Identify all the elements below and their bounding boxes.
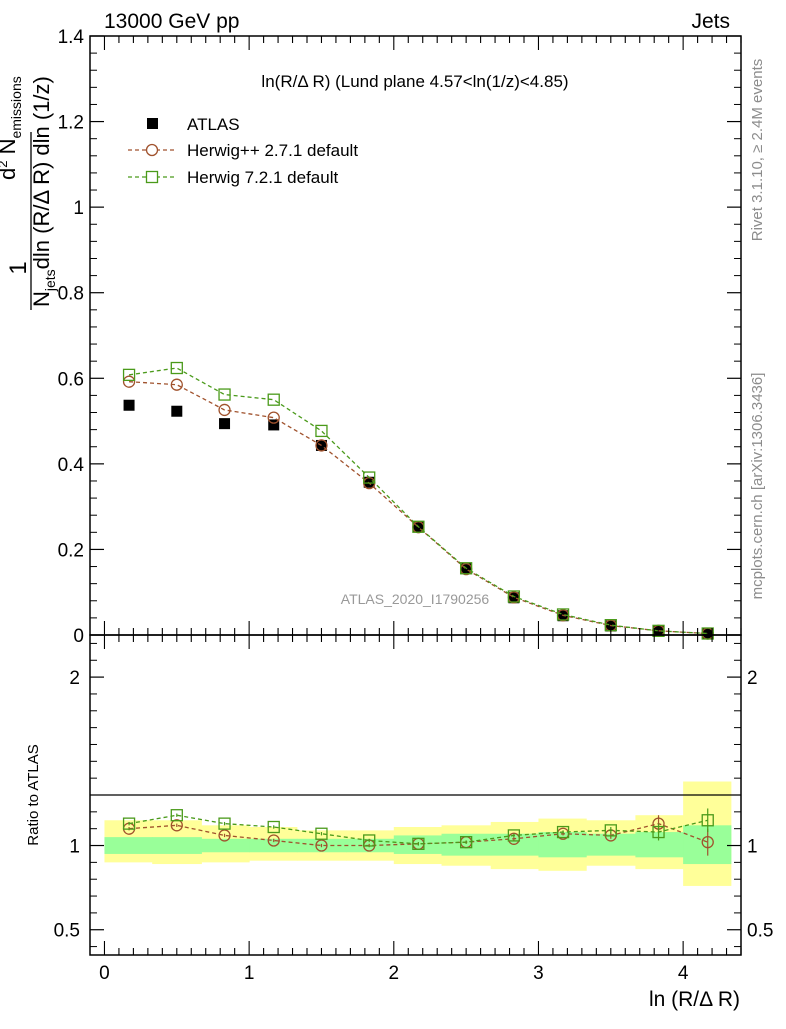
herwig7-point — [507, 590, 521, 603]
atlas-point — [508, 592, 520, 604]
herwigpp-point — [170, 378, 183, 391]
ratio-x-tick-label: 4 — [678, 963, 689, 984]
atlas-point — [363, 476, 375, 488]
analysis-watermark: ATLAS_2020_I1790256 — [341, 591, 490, 607]
ratio-band-inner — [201, 838, 250, 853]
herwigpp-point — [218, 403, 231, 417]
herwigpp-point — [122, 375, 136, 388]
x-axis-label: ln (R/Δ R) — [649, 988, 740, 1011]
legend-marker-atlas — [147, 118, 158, 129]
ratio-herwig7-point — [556, 825, 570, 839]
ratio-herwigpp-point — [315, 839, 328, 852]
main-y-tick-label: 1 — [73, 198, 84, 219]
legend-marker-herwigpp — [145, 143, 159, 157]
ratio-band-inner — [104, 837, 153, 854]
header-left: 13000 GeV pp — [104, 10, 239, 33]
ratio-herwig7-point — [315, 827, 328, 840]
herwig7-point — [267, 393, 280, 406]
herwig7-point — [652, 624, 665, 637]
atlas-point — [171, 405, 183, 417]
ratio-band-inner — [538, 832, 587, 858]
legend-marker-herwig7 — [145, 170, 159, 184]
herwigpp-point — [315, 439, 328, 452]
herwig7-point — [701, 627, 714, 640]
ratio-herwigpp-point — [170, 819, 183, 832]
header-right: Jets — [691, 10, 730, 33]
ratio-band-inner — [635, 832, 684, 858]
y-label-fraction-one: 1 — [5, 261, 32, 274]
main-title: ln(R/Δ R) (Lund plane 4.57<ln(1/z)<4.85) — [261, 72, 568, 91]
ratio-x-tick-label: 2 — [389, 963, 400, 984]
atlas-point — [268, 419, 280, 431]
legend-label-herwigpp: Herwig++ 2.7.1 default — [187, 141, 358, 160]
ratio-y-tick-label-right: 2 — [747, 668, 758, 689]
ratio-herwig7-point — [218, 817, 231, 830]
ratio-x-tick-label: 1 — [244, 963, 255, 984]
herwig7-point — [556, 608, 570, 621]
ratio-herwig7-point — [459, 836, 473, 849]
herwigpp-point — [267, 411, 280, 424]
legend-label-atlas: ATLAS — [187, 115, 240, 134]
main-y-tick-label: 1.2 — [58, 113, 84, 134]
atlas-point — [219, 418, 231, 430]
herwig7-point — [122, 368, 136, 382]
legend: ATLAS Herwig++ 2.7.1 default Herwig 7.2.… — [128, 115, 358, 187]
ratio-y-tick-label: 0.5 — [54, 921, 80, 942]
ratio-y-tick-label-right: 0.5 — [747, 921, 773, 942]
ratio-series-layer — [122, 808, 714, 856]
y-label-d2n: d2 Nemissions — [0, 76, 24, 180]
ratio-herwig7-point — [701, 814, 714, 827]
mcplots-label: mcplots.cern.ch [arXiv:1306.3436] — [749, 373, 766, 600]
main-y-axis-label: 1 Njetsdln (R/Δ R) dln (1/z) d2 Nemissio… — [0, 76, 58, 310]
atlas-point — [653, 625, 665, 637]
ratio-herwigpp-point — [218, 829, 231, 842]
main-y-tick-label: 0.8 — [58, 284, 84, 305]
ratio-y-label: Ratio to ATLAS — [25, 744, 42, 845]
herwig7-line — [128, 367, 708, 635]
ratio-y-ticks: 0.5 0.5 1 1 2 2 — [54, 642, 773, 948]
ratio-herwig7-point — [652, 825, 665, 839]
rivet-label: Rivet 3.1.10, ≥ 2.4M events — [749, 59, 766, 242]
main-y-tick-label: 0.6 — [58, 369, 84, 390]
ratio-herwigpp-point — [701, 836, 714, 849]
ratio-band-inner — [441, 833, 492, 856]
legend-label-herwig7: Herwig 7.2.1 default — [187, 168, 338, 187]
herwigpp-line — [129, 381, 708, 635]
ratio-band-inner — [586, 833, 636, 856]
ratio-herwigpp-point — [267, 834, 280, 847]
ratio-herwig7-point — [412, 837, 425, 850]
herwig7-point — [218, 388, 231, 401]
herwig7-point — [170, 361, 183, 375]
ratio-herwig7-point — [122, 817, 136, 830]
main-y-tick-label: 1.4 — [58, 27, 85, 48]
main-x-ticks — [103, 36, 742, 635]
ratio-y-tick-label-right: 1 — [747, 837, 758, 858]
ratio-herwig7-point — [507, 829, 521, 842]
atlas-point — [702, 628, 714, 640]
ratio-x-tick-label: 0 — [99, 963, 110, 984]
ratio-uncertainty-bands — [104, 781, 732, 886]
main-y-tick-label: 0.4 — [58, 455, 85, 476]
main-y-ticks: 0 0.2 0.4 0.6 0.8 1 1.2 1.4 — [58, 27, 741, 647]
ratio-y-tick-label: 2 — [69, 668, 80, 689]
ratio-herwig7-point — [170, 809, 183, 822]
ratio-y-tick-label: 1 — [69, 837, 80, 858]
ratio-x-tick-label: 3 — [533, 963, 544, 984]
herwig7-point — [412, 520, 425, 533]
ratio-herwig7-point — [363, 834, 376, 847]
y-label-njets: Njetsdln (R/Δ R) dln (1/z) — [29, 76, 58, 307]
main-series-layer — [122, 361, 714, 640]
herwig7-point — [459, 562, 473, 575]
ratio-herwig7-point — [604, 824, 617, 837]
ratio-band-inner — [152, 837, 202, 854]
main-y-tick-label: 0 — [73, 626, 84, 647]
herwig7-point — [315, 424, 328, 438]
herwig7-point — [363, 471, 376, 484]
ratio-herwig7-point — [267, 820, 280, 834]
atlas-point — [123, 399, 135, 411]
main-y-tick-label: 0.2 — [58, 540, 84, 561]
ratio-x-ticks: 0 1 2 3 4 — [99, 635, 742, 984]
